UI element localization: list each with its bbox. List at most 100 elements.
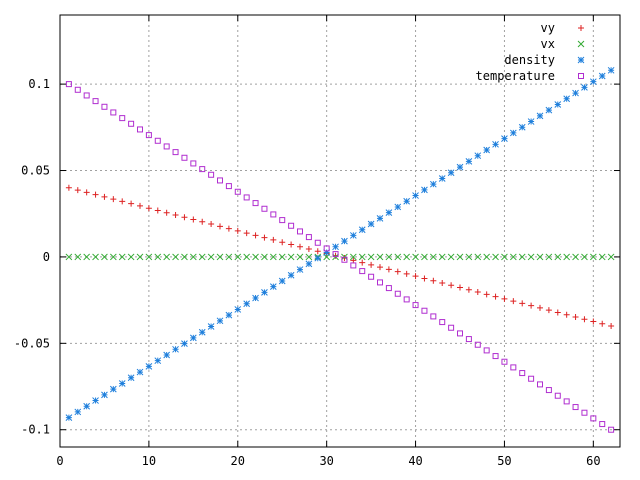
data-point	[509, 129, 517, 137]
data-point	[545, 387, 552, 394]
data-point	[83, 189, 90, 196]
data-point	[190, 216, 197, 223]
data-point	[65, 414, 73, 421]
series-temperature	[65, 81, 615, 433]
data-point	[278, 253, 286, 261]
data-point	[447, 169, 455, 177]
data-point	[421, 275, 428, 282]
data-point	[225, 183, 232, 190]
y-tick-label: 0.05	[21, 164, 50, 178]
data-point	[198, 328, 206, 336]
legend-label-density: density	[504, 53, 555, 67]
data-point	[483, 146, 491, 154]
data-point	[527, 253, 535, 261]
data-point	[385, 253, 393, 261]
data-point	[421, 307, 428, 314]
data-point	[474, 289, 481, 296]
data-point	[518, 253, 526, 261]
data-point	[145, 132, 152, 139]
data-point	[279, 239, 286, 246]
data-point	[367, 253, 375, 261]
data-point	[545, 253, 553, 261]
data-point	[110, 109, 117, 116]
data-point	[190, 160, 197, 167]
series-density	[65, 66, 615, 421]
data-point	[225, 311, 233, 319]
data-point	[430, 277, 437, 284]
data-point	[163, 253, 171, 261]
data-point	[314, 254, 322, 262]
data-point	[439, 279, 446, 286]
data-point	[199, 218, 206, 225]
data-point	[590, 415, 597, 422]
data-point	[109, 385, 117, 393]
y-tick-label: -0.1	[21, 423, 50, 437]
data-point	[172, 211, 179, 218]
data-point	[296, 266, 304, 273]
data-point	[83, 253, 91, 261]
x-tick-label: 10	[142, 454, 156, 468]
series-vy	[65, 184, 615, 330]
data-point	[261, 234, 268, 241]
data-point	[181, 154, 188, 161]
data-point	[412, 302, 419, 309]
data-point	[74, 253, 82, 261]
data-point	[127, 253, 135, 261]
data-point	[501, 253, 508, 261]
data-point	[297, 228, 303, 235]
data-point	[448, 282, 455, 289]
data-point	[403, 197, 411, 205]
data-point	[492, 353, 499, 360]
data-point	[572, 89, 579, 97]
data-point	[198, 253, 206, 261]
data-point	[92, 397, 99, 404]
data-point	[207, 253, 215, 261]
data-point	[136, 368, 144, 376]
data-point	[403, 253, 411, 261]
data-point	[403, 296, 410, 303]
data-point	[483, 291, 490, 298]
data-point	[128, 120, 135, 127]
legend-marker-vx	[577, 40, 585, 48]
data-point	[101, 193, 108, 200]
data-point	[501, 135, 508, 142]
data-point	[305, 245, 312, 252]
data-point	[65, 81, 72, 88]
data-point	[608, 323, 615, 330]
data-point	[368, 261, 375, 268]
data-point	[581, 253, 588, 261]
data-point	[599, 320, 606, 327]
data-point	[518, 123, 526, 131]
data-point	[118, 380, 126, 387]
data-point	[394, 203, 402, 211]
data-point	[519, 300, 526, 307]
data-point	[492, 140, 499, 148]
data-point	[430, 313, 437, 320]
data-point	[528, 302, 535, 309]
data-point	[92, 191, 99, 198]
data-point	[128, 200, 135, 207]
data-point	[545, 307, 552, 314]
data-point	[314, 239, 321, 246]
data-point	[305, 253, 313, 261]
legend-marker-density	[577, 56, 585, 64]
data-point	[545, 106, 553, 114]
data-point	[323, 249, 331, 256]
data-point	[208, 171, 215, 178]
data-point	[243, 194, 250, 201]
x-tick-label: 50	[497, 454, 511, 468]
data-point	[438, 175, 446, 182]
data-point	[572, 253, 579, 261]
data-point	[590, 318, 597, 325]
data-point	[421, 186, 428, 194]
plot-background	[60, 15, 620, 447]
data-point	[288, 222, 295, 229]
data-point	[589, 78, 597, 86]
data-point	[332, 243, 339, 251]
data-point	[65, 184, 72, 191]
data-point	[181, 253, 188, 261]
data-point	[483, 347, 490, 354]
data-point	[456, 253, 464, 261]
legend-marker-temperature	[578, 73, 584, 79]
data-point	[608, 426, 615, 433]
